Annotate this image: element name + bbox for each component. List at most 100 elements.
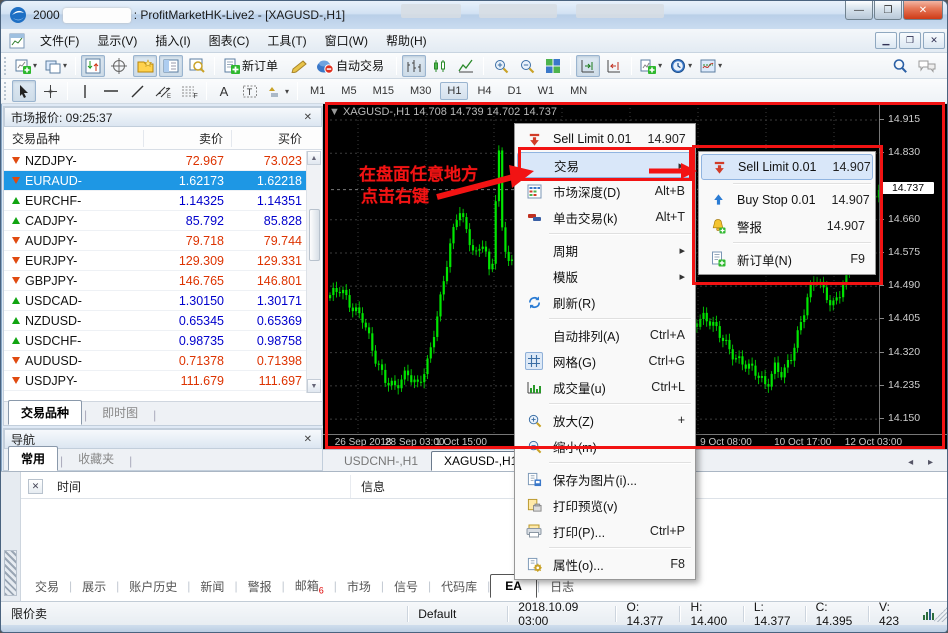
text-button[interactable]: A [219,83,229,99]
context-menu-item[interactable]: 交易 ▸ [517,152,693,178]
timeframe-w1[interactable]: W1 [537,85,555,97]
fibonacci-button[interactable]: F [177,80,201,102]
menubar-item[interactable]: 帮助(H) [385,34,427,48]
timeframe-m30[interactable]: M30 [409,85,432,97]
context-menu-item[interactable]: 成交量(u) Ctrl+L [517,374,693,400]
vertical-line-button[interactable] [73,80,97,102]
terminal-tab-代码库[interactable]: 代码库 [441,579,478,594]
child-close-button[interactable]: ✕ [923,32,945,49]
market-watch-tab[interactable]: 即时图 [102,406,139,420]
market-watch-scrollbar[interactable]: ▲ ▼ [306,151,321,393]
column-bid[interactable]: 卖价 [144,129,232,147]
market-watch-row[interactable]: AUDUSD- 0.71378 0.71398 [4,351,308,371]
new-chart-button[interactable]: ▾ [12,55,40,77]
context-menu-item[interactable]: 市场深度(D) Alt+B [517,178,693,204]
templates-button[interactable]: ▾ [697,55,725,77]
toolbar-grip[interactable] [4,56,8,75]
trade-submenu-item[interactable]: 警报 14.907 [701,213,873,239]
scroll-down-icon[interactable]: ▼ [307,379,321,393]
line-chart-button[interactable] [454,55,478,77]
market-watch-row[interactable]: EURAUD- 1.62173 1.62218 [4,171,308,191]
timeframe-m15[interactable]: M15 [372,85,394,97]
market-watch-row[interactable]: GBPJPY- 146.765 146.801 [4,271,308,291]
close-icon[interactable]: ✕ [303,111,312,123]
market-watch-tab[interactable]: 交易品种 [8,400,83,425]
market-watch-row[interactable]: USDJPY- 111.679 111.697 [4,371,308,391]
price-axis[interactable]: 14.915 14.830 14.660 14.575 14.490 14.405 14.3… [878,104,947,434]
navigator-tab[interactable]: 收藏夹 [78,452,115,466]
maximize-button[interactable]: ❐ [874,1,902,20]
child-restore-button[interactable]: ❐ [899,32,921,49]
terminal-tab-信号[interactable]: 信号 [394,579,419,594]
resize-grip[interactable] [933,605,947,622]
navigator-tab[interactable]: 常用 [8,446,59,471]
terminal-tab-新闻[interactable]: 新闻 [200,579,225,594]
column-ask[interactable]: 买价 [277,131,302,146]
scroll-up-icon[interactable]: ▲ [307,151,321,165]
chart-tab[interactable]: XAGUSD-,H1 [431,451,531,471]
chart-tab-scroll-icons[interactable]: ◂ ▸ [908,457,939,468]
context-menu-item[interactable]: 打印(P)... Ctrl+P [517,518,693,544]
search-icon[interactable] [888,55,912,77]
menubar-item[interactable]: 插入(I) [155,34,191,48]
terminal-tab-警报[interactable]: 警报 [247,579,272,594]
context-menu-item[interactable]: 打印预览(v) [517,492,693,518]
context-menu-item[interactable]: 单击交易(k) Alt+T [517,204,693,230]
chart-shift-button[interactable] [602,55,626,77]
data-window-toggle[interactable] [107,55,131,77]
timeframe-mn[interactable]: MN [570,85,588,97]
crosshair-button[interactable] [38,80,62,102]
bar-chart-button[interactable] [402,54,427,77]
terminal-tab-交易[interactable]: 交易 [35,579,60,594]
context-menu-item[interactable]: 模版 ▸ [517,263,693,289]
menubar-item[interactable]: 文件(F) [40,34,80,48]
candlestick-button[interactable] [428,55,452,77]
trade-submenu-item[interactable]: 新订单(N) F9 [701,246,873,272]
context-menu-item[interactable]: Sell Limit 0.01 14.907 [517,126,693,152]
menubar-item[interactable]: 窗口(W) [324,34,368,48]
context-menu-item[interactable]: 周期 ▸ [517,237,693,263]
column-time[interactable]: 时间 [21,475,351,498]
context-menu-item[interactable]: 网格(G) Ctrl+G [517,348,693,374]
terminal-dock-handle[interactable] [4,550,17,596]
market-watch-row[interactable]: EURJPY- 129.309 129.331 [4,251,308,271]
market-watch-row[interactable]: AUDJPY- 79.718 79.744 [4,231,308,251]
close-button[interactable]: ✕ [903,1,943,20]
terminal-tab-市场[interactable]: 市场 [346,579,371,594]
new-order-button[interactable]: 新订单 [220,55,285,77]
terminal-toggle[interactable] [159,54,184,77]
context-menu-item[interactable]: 自动排列(A) Ctrl+A [517,322,693,348]
zoom-out-button[interactable] [515,55,539,77]
navigator-title[interactable]: 导航 ✕ [4,429,322,449]
context-menu-item[interactable]: 保存为图片(i)... [517,466,693,492]
menubar-item[interactable]: 图表(C) [208,34,250,48]
shapes-button[interactable]: ▾ [264,80,292,102]
menubar-item[interactable]: 显示(V) [97,34,138,48]
chart-tab[interactable]: USDCNH-,H1 [344,454,419,468]
market-watch-row[interactable]: NZDJPY- 72.967 73.023 [4,151,308,171]
column-symbol[interactable]: 交易品种 [4,129,144,147]
auto-scroll-button[interactable] [576,54,601,77]
context-menu-item[interactable]: 缩小(m) - [517,433,693,459]
trade-submenu-item[interactable]: Buy Stop 0.01 14.907 [701,187,873,213]
timeframe-h1[interactable]: H1 [440,82,469,100]
market-watch-row[interactable]: EURCHF- 1.14325 1.14351 [4,191,308,211]
terminal-tab-日志[interactable]: 日志 [550,579,575,594]
close-icon[interactable]: ✕ [303,433,312,445]
context-menu-item[interactable]: 放大(Z) + [517,407,693,433]
market-watch-row[interactable]: USDCHF- 0.98735 0.98758 [4,331,308,351]
horizontal-line-button[interactable] [99,80,123,102]
child-minimize-button[interactable]: ▁ [875,32,897,49]
timeframe-h4[interactable]: H4 [477,85,492,97]
profiles-button[interactable]: ▾ [42,55,70,77]
metaeditor-button[interactable] [287,55,311,77]
scrollbar-thumb[interactable] [309,209,320,261]
chat-icon[interactable] [914,55,940,77]
terminal-tab-邮箱[interactable]: 邮箱6 [294,578,324,596]
column-message[interactable]: 信息 [361,480,386,494]
timeframe-d1[interactable]: D1 [507,85,522,97]
context-menu-item[interactable]: 属性(o)... F8 [517,551,693,577]
terminal-tab-展示[interactable]: 展示 [82,579,107,594]
channel-button[interactable]: E [151,80,175,102]
context-menu-item[interactable]: 刷新(R) [517,289,693,315]
